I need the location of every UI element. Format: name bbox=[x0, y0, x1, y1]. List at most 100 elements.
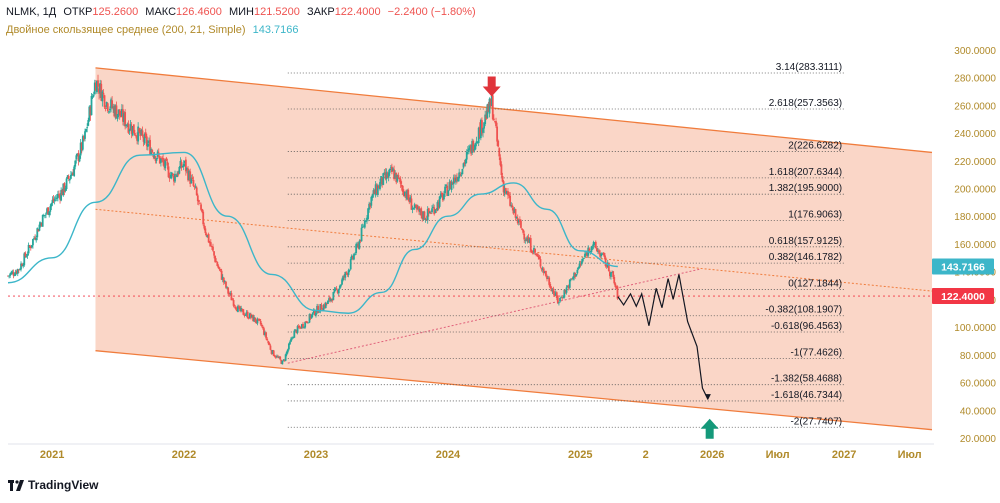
candle-body bbox=[84, 131, 86, 139]
candle-body bbox=[602, 253, 605, 255]
ohlc-legend: NLMK, 1Д ОТКР125.2600 МАКС126.4600 МИН12… bbox=[6, 6, 480, 18]
candle-body bbox=[283, 360, 286, 361]
candle-body bbox=[511, 205, 514, 208]
candle-body bbox=[277, 356, 279, 358]
ma-price-tag-bg bbox=[932, 258, 994, 275]
candle-body bbox=[610, 272, 612, 277]
candle-body bbox=[220, 270, 223, 280]
candle-body bbox=[180, 162, 183, 168]
candle-body bbox=[418, 206, 420, 212]
candle-body bbox=[444, 186, 446, 194]
candle-body bbox=[141, 130, 144, 136]
candle-body bbox=[242, 309, 245, 315]
candle-body bbox=[93, 82, 96, 95]
candle-body bbox=[260, 324, 263, 327]
candle-body bbox=[329, 297, 331, 301]
candle-body bbox=[184, 159, 187, 172]
x-tick-label: 2021 bbox=[40, 449, 64, 461]
candle-body bbox=[501, 176, 504, 182]
candle-body bbox=[460, 174, 463, 176]
candle-body bbox=[532, 252, 534, 254]
candle-body bbox=[574, 272, 577, 277]
candle-body bbox=[264, 332, 266, 336]
candle-body bbox=[217, 265, 220, 269]
candle-body bbox=[590, 246, 593, 252]
candle-body bbox=[591, 246, 594, 248]
fib-level-label: 1.618(207.6344) bbox=[769, 167, 842, 178]
last-price-tag-bg bbox=[932, 288, 994, 305]
x-tick-label: 2027 bbox=[832, 449, 856, 461]
x-tick-label: 2 bbox=[643, 449, 649, 461]
candle-body bbox=[516, 218, 519, 224]
candle-body bbox=[9, 273, 12, 276]
symbol-label[interactable]: NLMK, 1Д bbox=[6, 6, 57, 18]
candle-body bbox=[10, 272, 13, 275]
candle-body bbox=[12, 272, 15, 276]
candle-body bbox=[523, 233, 526, 240]
candle-body bbox=[414, 205, 417, 207]
candle-body bbox=[145, 136, 148, 147]
candle-body bbox=[192, 179, 195, 186]
candle-body bbox=[568, 279, 571, 288]
candle-body bbox=[99, 83, 102, 93]
candle-body bbox=[550, 287, 553, 292]
candle-body bbox=[537, 255, 540, 258]
candle-body bbox=[415, 205, 418, 210]
candle-body bbox=[238, 306, 240, 308]
candle-body bbox=[484, 114, 487, 125]
fib-level-label: 1(176.9063) bbox=[788, 209, 842, 220]
indicator-legend[interactable]: Двойное скользящее среднее (200, 21, Sim… bbox=[6, 24, 302, 36]
candle-body bbox=[579, 263, 582, 265]
candle-body bbox=[273, 355, 276, 357]
candle-body bbox=[33, 238, 35, 239]
candle-body bbox=[361, 226, 364, 228]
candle-body bbox=[539, 259, 542, 267]
candle-body bbox=[7, 275, 9, 277]
candle-body bbox=[209, 242, 212, 247]
candle-body bbox=[381, 177, 384, 185]
candle-body bbox=[445, 184, 448, 187]
candle-body bbox=[56, 193, 59, 199]
candle-body bbox=[160, 158, 162, 163]
candle-body bbox=[87, 120, 90, 126]
candle-body bbox=[32, 239, 34, 246]
candle-body bbox=[42, 215, 45, 217]
candle-body bbox=[150, 149, 153, 155]
close-value: 122.4000 bbox=[334, 6, 381, 18]
candle-body bbox=[413, 204, 416, 209]
candle-body bbox=[327, 300, 329, 304]
candle-body bbox=[55, 197, 58, 199]
candle-body bbox=[323, 304, 326, 308]
candle-body bbox=[76, 153, 79, 156]
candle-body bbox=[342, 276, 345, 281]
fib-level-label: 0.382(146.1782) bbox=[769, 252, 842, 263]
change-value: −2.2400 (−1.80%) bbox=[387, 6, 476, 18]
candle-body bbox=[382, 173, 385, 185]
candle-body bbox=[401, 185, 404, 192]
candle-body bbox=[309, 314, 312, 319]
candle-body bbox=[179, 160, 182, 169]
candle-body bbox=[77, 152, 80, 161]
candle-body bbox=[443, 194, 445, 200]
candle-body bbox=[256, 318, 259, 324]
candle-body bbox=[546, 275, 548, 280]
candle-body bbox=[333, 289, 336, 293]
candle-body bbox=[547, 278, 549, 279]
candle-body bbox=[117, 109, 120, 115]
candle-body bbox=[483, 122, 485, 129]
candle-body bbox=[110, 99, 112, 109]
tradingview-logo[interactable]: TradingView bbox=[8, 478, 98, 492]
candle-body bbox=[476, 141, 479, 144]
candle-body bbox=[527, 237, 530, 243]
candle-body bbox=[554, 292, 557, 296]
candle-body bbox=[67, 176, 70, 179]
candle-body bbox=[229, 293, 232, 294]
candle-body bbox=[78, 155, 81, 162]
candle-body bbox=[270, 349, 273, 354]
candle-body bbox=[176, 173, 179, 178]
candle-body bbox=[259, 320, 262, 325]
candle-body bbox=[72, 172, 74, 176]
candle-body bbox=[88, 106, 91, 121]
